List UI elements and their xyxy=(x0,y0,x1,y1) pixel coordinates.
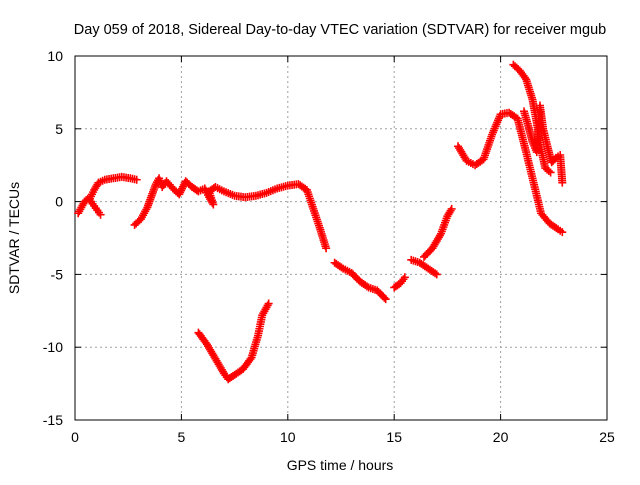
data-point xyxy=(264,299,273,308)
data-point xyxy=(432,270,441,279)
data-point xyxy=(96,210,105,219)
data-point xyxy=(381,295,390,304)
data-point xyxy=(132,175,141,184)
x-tick-label: 15 xyxy=(386,429,402,445)
data-point xyxy=(446,206,455,215)
data-point xyxy=(400,273,409,282)
axes: 0 5 10 15 20 25 -15 -10 -5 0 5 10 xyxy=(43,48,615,445)
x-axis-label: GPS time / hours xyxy=(287,457,394,473)
data-point xyxy=(558,228,567,237)
y-tick-label: 0 xyxy=(55,194,63,210)
x-tick-label: 20 xyxy=(493,429,509,445)
data-point xyxy=(246,355,255,364)
data-series xyxy=(74,60,567,384)
x-tick-label: 10 xyxy=(280,429,296,445)
y-tick-label: 10 xyxy=(47,48,63,64)
data-point xyxy=(546,168,555,177)
data-point xyxy=(435,231,444,240)
data-point xyxy=(447,204,456,213)
y-tick-label: -15 xyxy=(43,412,63,428)
chart-title: Day 059 of 2018, Sidereal Day-to-day VTE… xyxy=(74,22,606,38)
y-tick-label: -10 xyxy=(43,339,63,355)
data-point xyxy=(431,269,440,278)
data-point xyxy=(558,178,567,187)
data-point xyxy=(322,244,331,253)
x-tick-label: 0 xyxy=(71,429,79,445)
data-point xyxy=(544,167,553,176)
y-tick-label: -5 xyxy=(51,266,64,282)
x-tick-label: 25 xyxy=(599,429,615,445)
y-axis-label: SDTVAR / TECUs xyxy=(6,182,22,294)
x-tick-label: 5 xyxy=(178,429,186,445)
data-point xyxy=(380,293,389,302)
y-tick-label: 5 xyxy=(55,121,63,137)
plot-frame xyxy=(74,55,608,421)
